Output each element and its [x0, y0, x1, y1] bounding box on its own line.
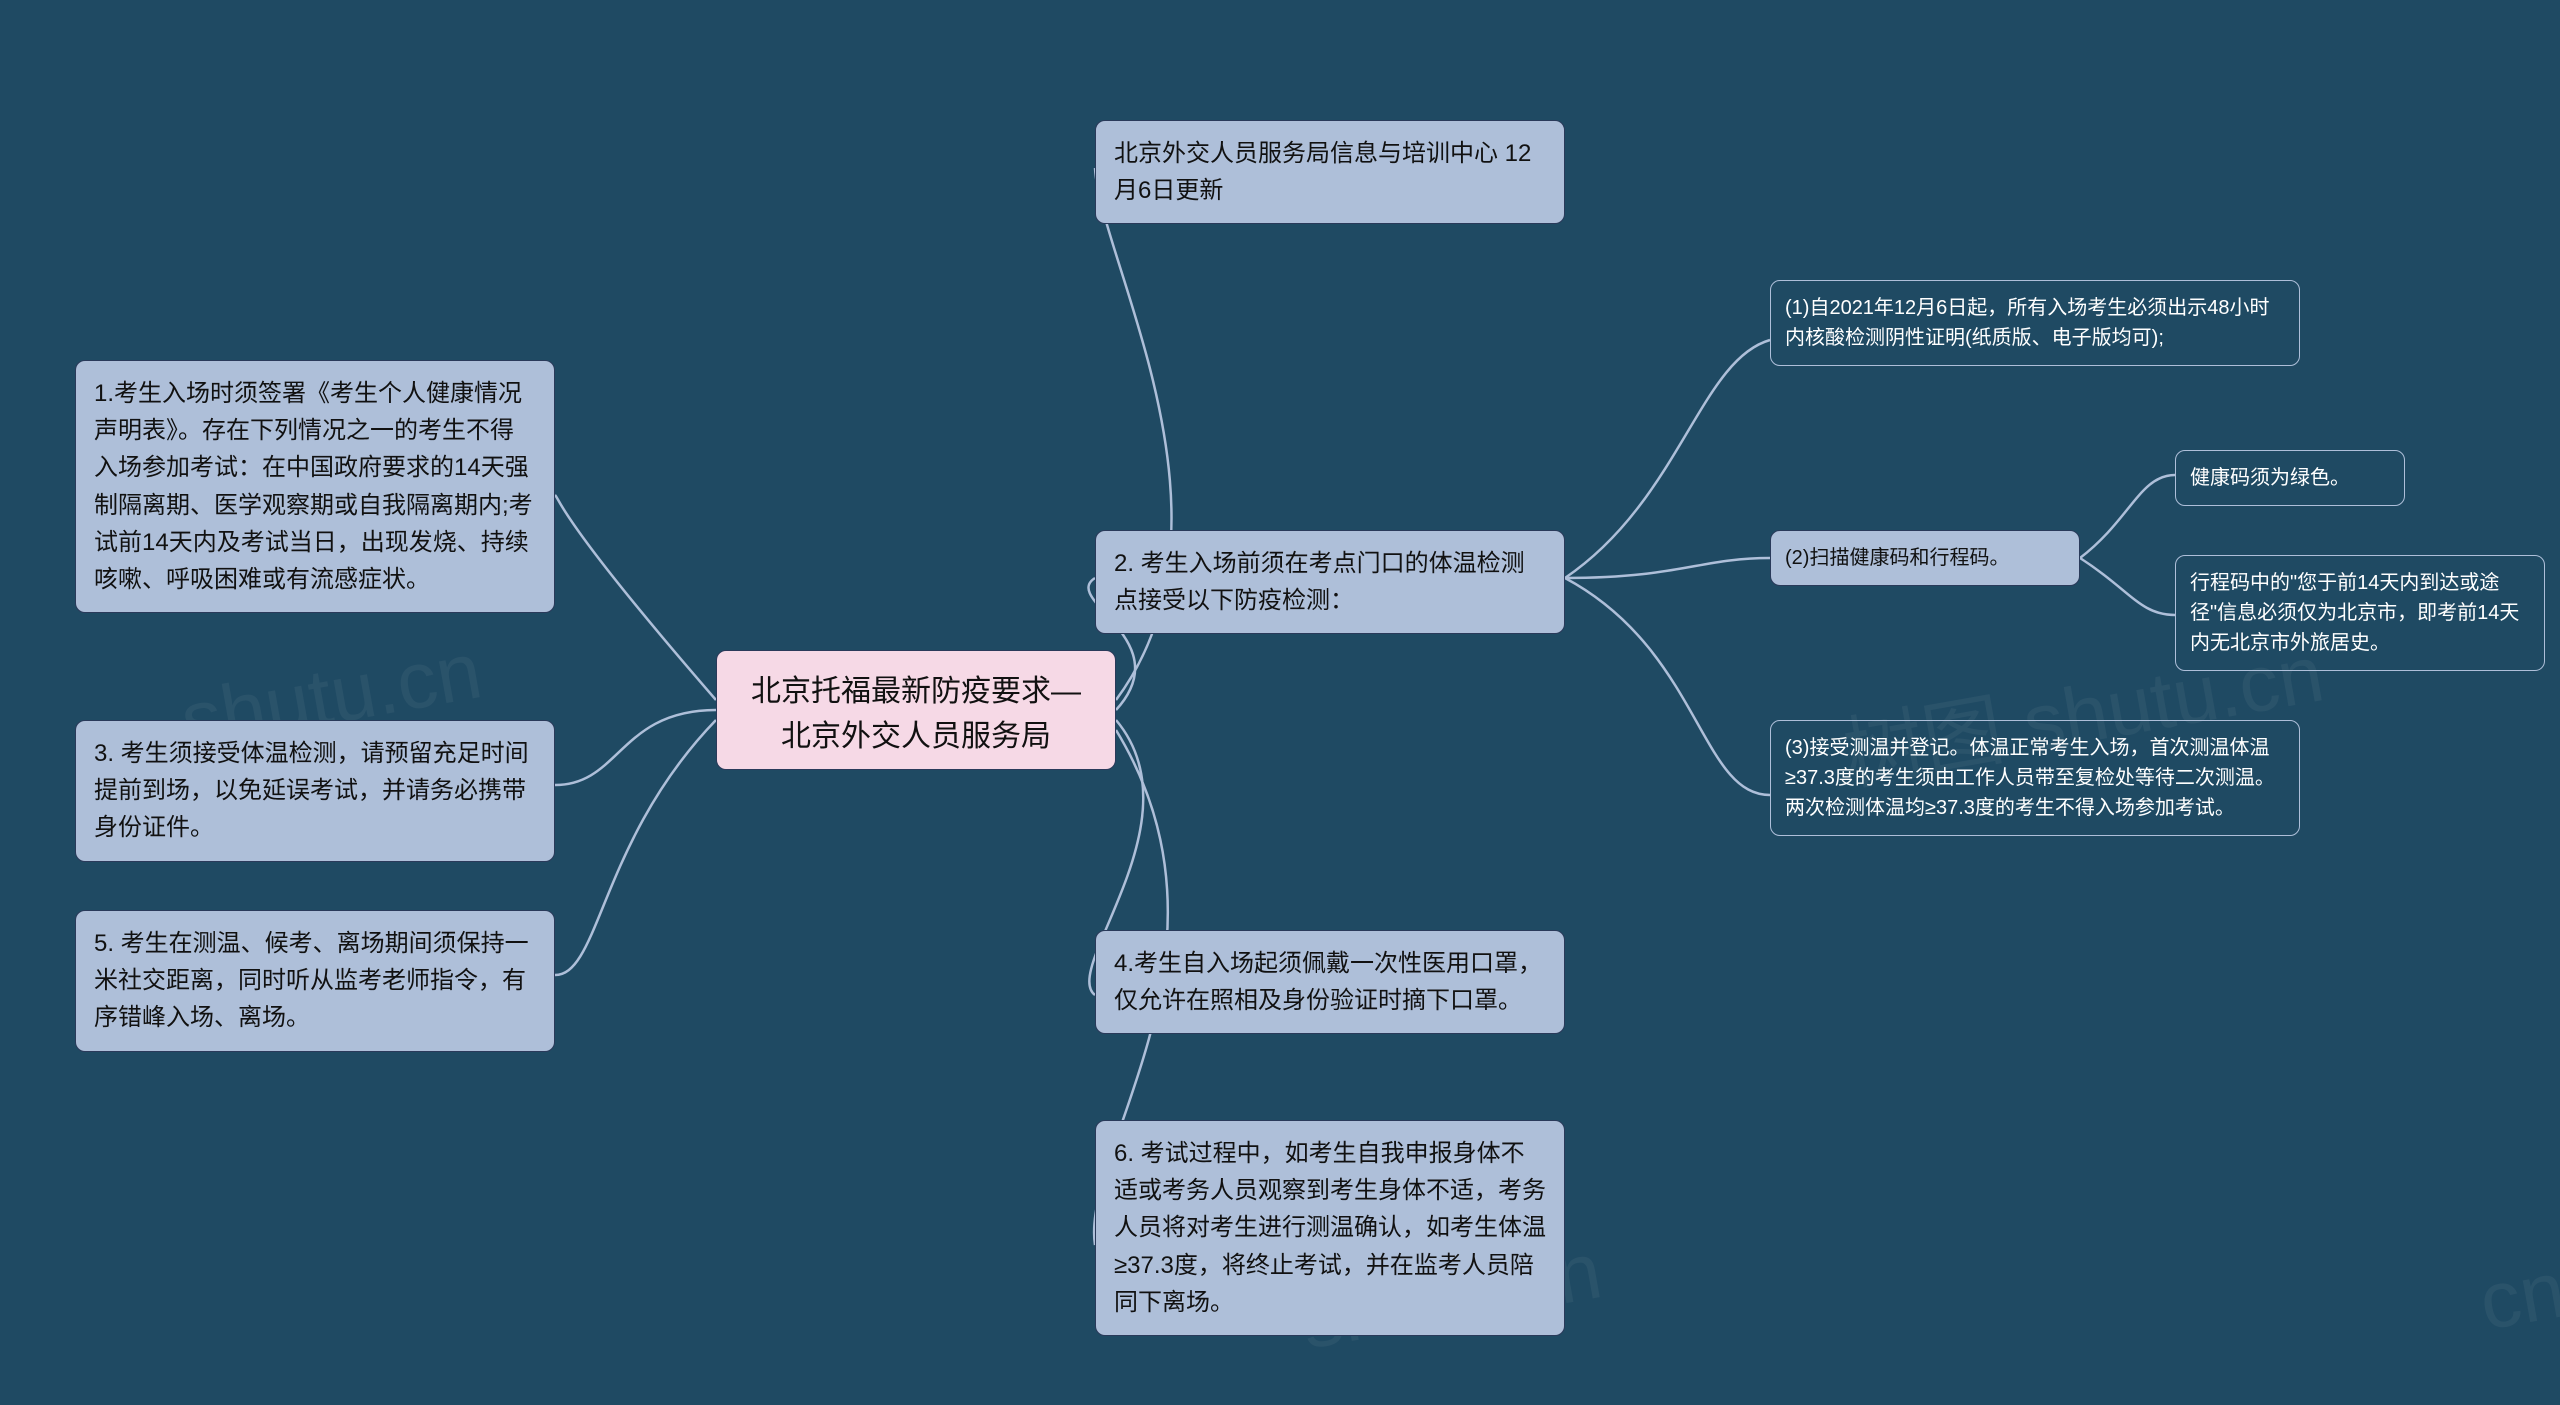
node-6: 6. 考试过程中，如考生自我申报身体不适或考务人员观察到考生身体不适，考务人员将…: [1095, 1120, 1565, 1336]
subnode-2a: 健康码须为绿色。: [2175, 450, 2405, 506]
subnode-2-label: (2)扫描健康码和行程码。: [1770, 530, 2080, 586]
node-top: 北京外交人员服务局信息与培训中心 12月6日更新: [1095, 120, 1565, 224]
node-1: 1.考生入场时须签署《考生个人健康情况声明表》。存在下列情况之一的考生不得入场参…: [75, 360, 555, 613]
node-2: 2. 考生入场前须在考点门口的体温检测点接受以下防疫检测：: [1095, 530, 1565, 634]
node-4: 4.考生自入场起须佩戴一次性医用口罩，仅允许在照相及身份验证时摘下口罩。: [1095, 930, 1565, 1034]
center-line1: 北京托福最新防疫要求—: [751, 675, 1081, 708]
subnode-1: (1)自2021年12月6日起，所有入场考生必须出示48小时内核酸检测阴性证明(…: [1770, 280, 2300, 366]
subnode-3: (3)接受测温并登记。体温正常考生入场，首次测温体温≥37.3度的考生须由工作人…: [1770, 720, 2300, 836]
center-line2: 北京外交人员服务局: [781, 720, 1051, 753]
watermark: cn: [2473, 1243, 2560, 1348]
node-5: 5. 考生在测温、候考、离场期间须保持一米社交距离，同时听从监考老师指令，有序错…: [75, 910, 555, 1052]
center-node: 北京托福最新防疫要求— 北京外交人员服务局: [716, 650, 1116, 770]
node-3: 3. 考生须接受体温检测，请预留充足时间提前到场，以免延误考试，并请务必携带身份…: [75, 720, 555, 862]
subnode-2b: 行程码中的"您于前14天内到达或途径"信息必须仅为北京市，即考前14天内无北京市…: [2175, 555, 2545, 671]
